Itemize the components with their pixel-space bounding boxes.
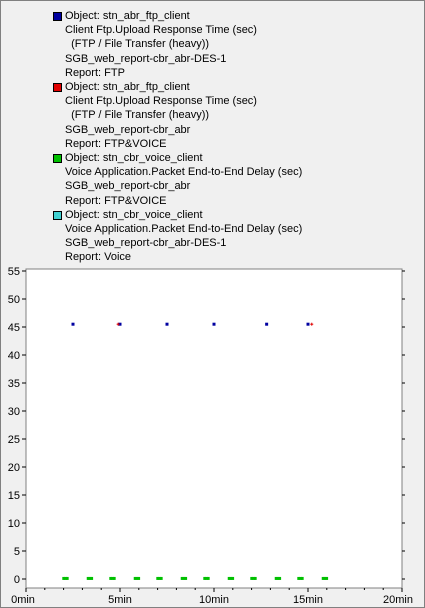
x-tick-label: 5min [108,594,132,606]
legend-line: SGB_web_report-cbr_abr [65,123,191,136]
x-tick-label: 10min [199,594,229,606]
data-point-series-2 [156,576,159,580]
data-point-series-2 [274,576,278,580]
y-tick-label: 10 [8,518,20,530]
legend-swatch-0 [53,12,62,21]
data-point-series-2 [86,576,90,580]
y-tick-label: 15 [8,490,20,502]
legend-line: Report: FTP&VOICE [65,137,167,150]
legend-line: Object: stn_abr_ftp_client [65,81,190,93]
data-point-series-2 [182,576,186,580]
data-point-series-2 [62,576,65,580]
y-tick-label: 30 [8,406,20,418]
legend-line: Object: stn_cbr_voice_client [65,152,203,164]
data-point-series-2 [325,576,329,580]
data-point-series-2 [66,576,69,580]
legend-line: SGB_web_report-cbr_abr-DES-1 [65,52,227,65]
data-point-series-2 [278,576,282,580]
data-point-series-2 [133,576,137,580]
data-point-series-2 [158,576,161,580]
y-tick-label: 35 [8,378,20,390]
data-point-series-0 [265,322,269,326]
data-point-series-2 [207,576,210,580]
plot-area [25,268,403,589]
data-point-series-2 [180,576,184,580]
data-point-series-2 [323,576,327,580]
data-point-series-2 [137,576,141,580]
data-point-series-2 [90,576,94,580]
y-tick-label: 25 [8,434,20,446]
data-point-series-2 [229,576,233,580]
data-point-series-0 [306,322,310,326]
legend-line: SGB_web_report-cbr_abr-DES-1 [65,237,227,250]
data-point-series-2 [135,576,139,580]
data-point-series-2 [109,576,112,580]
data-point-series-2 [252,576,255,580]
x-tick-label: 0min [11,594,35,606]
legend-swatch-2 [53,154,62,163]
legend-line: Object: stn_cbr_voice_client [65,208,203,221]
data-point-series-2 [160,576,163,580]
data-point-series-2 [203,576,206,580]
y-tick-label: 40 [8,350,20,362]
legend-line: Voice Application.Packet End-to-End Dela… [65,166,303,179]
x-tick-label: 20min [383,594,413,606]
data-point-series-0 [212,322,216,326]
legend-line: Client Ftp.Upload Response Time (sec) [65,95,257,108]
legend-line: SGB_web_report-cbr_abr [65,180,191,193]
data-point-series-2 [321,576,325,580]
legend-line: (FTP / File Transfer (heavy)) [65,38,210,51]
data-point-series-2 [250,576,253,580]
data-point-series-2 [205,576,208,580]
legend-line: Report: Voice [65,251,132,264]
legend: Object: stn_abr_ftp_client Client Ftp.Upl… [1,1,424,263]
data-point-series-2 [64,576,67,580]
x-tick-label: 15min [293,594,323,606]
data-point-series-0 [118,322,122,326]
y-tick-label: 5 [14,546,20,558]
data-point-series-2 [184,576,188,580]
legend-swatch-3 [53,210,62,220]
data-point-series-2 [231,576,235,580]
legend-swatch-1 [53,83,62,92]
legend-line: (FTP / File Transfer (heavy)) [65,109,210,122]
y-tick-label: 55 [8,266,20,278]
y-tick-label: 50 [8,294,20,306]
data-point-series-2 [254,576,257,580]
legend-line: Voice Application.Packet End-to-End Dela… [65,223,303,235]
data-point-series-2 [88,576,92,580]
legend-line: Client Ftp.Upload Response Time (sec) [65,24,257,37]
data-point-series-0 [71,322,75,326]
data-point-series-2 [113,576,116,580]
legend-line: Report: FTP&VOICE [65,194,167,207]
legend-line: Report: FTP [65,66,125,79]
data-point-series-2 [301,576,304,580]
data-point-series-2 [227,576,231,580]
legend-line: Object: stn_abr_ftp_client [65,10,190,22]
y-tick-label: 20 [8,462,20,474]
data-point-series-0 [165,322,169,326]
y-tick-label: 45 [8,322,20,334]
data-point-series-2 [111,576,114,580]
data-point-series-2 [276,576,280,580]
y-tick-label: 0 [14,574,20,586]
data-point-series-2 [299,576,302,580]
data-point-series-2 [297,576,300,580]
